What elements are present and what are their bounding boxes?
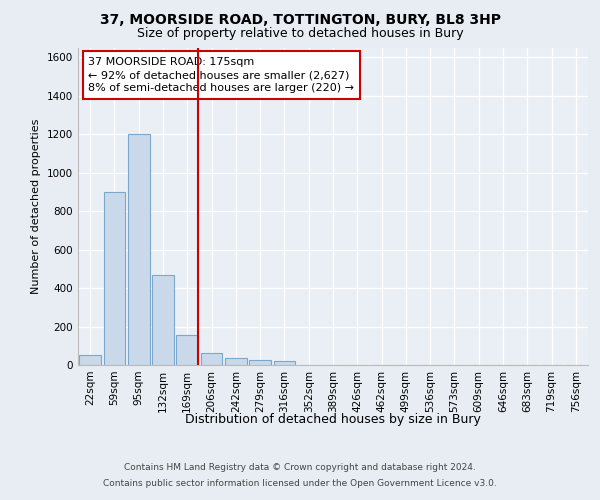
Bar — [128, 134, 149, 365]
Text: 37 MOORSIDE ROAD: 175sqm
← 92% of detached houses are smaller (2,627)
8% of semi: 37 MOORSIDE ROAD: 175sqm ← 92% of detach… — [88, 57, 354, 94]
Text: Size of property relative to detached houses in Bury: Size of property relative to detached ho… — [137, 28, 463, 40]
Text: Contains HM Land Registry data © Crown copyright and database right 2024.: Contains HM Land Registry data © Crown c… — [124, 464, 476, 472]
Bar — [249, 360, 271, 365]
Bar — [104, 192, 125, 365]
Bar — [176, 335, 198, 365]
Text: Contains public sector information licensed under the Open Government Licence v3: Contains public sector information licen… — [103, 478, 497, 488]
Bar — [225, 358, 247, 365]
Y-axis label: Number of detached properties: Number of detached properties — [31, 118, 41, 294]
Text: 37, MOORSIDE ROAD, TOTTINGTON, BURY, BL8 3HP: 37, MOORSIDE ROAD, TOTTINGTON, BURY, BL8… — [100, 12, 500, 26]
Bar — [200, 354, 223, 365]
Bar — [274, 361, 295, 365]
Text: Distribution of detached houses by size in Bury: Distribution of detached houses by size … — [185, 412, 481, 426]
Bar — [152, 274, 174, 365]
Bar — [79, 356, 101, 365]
